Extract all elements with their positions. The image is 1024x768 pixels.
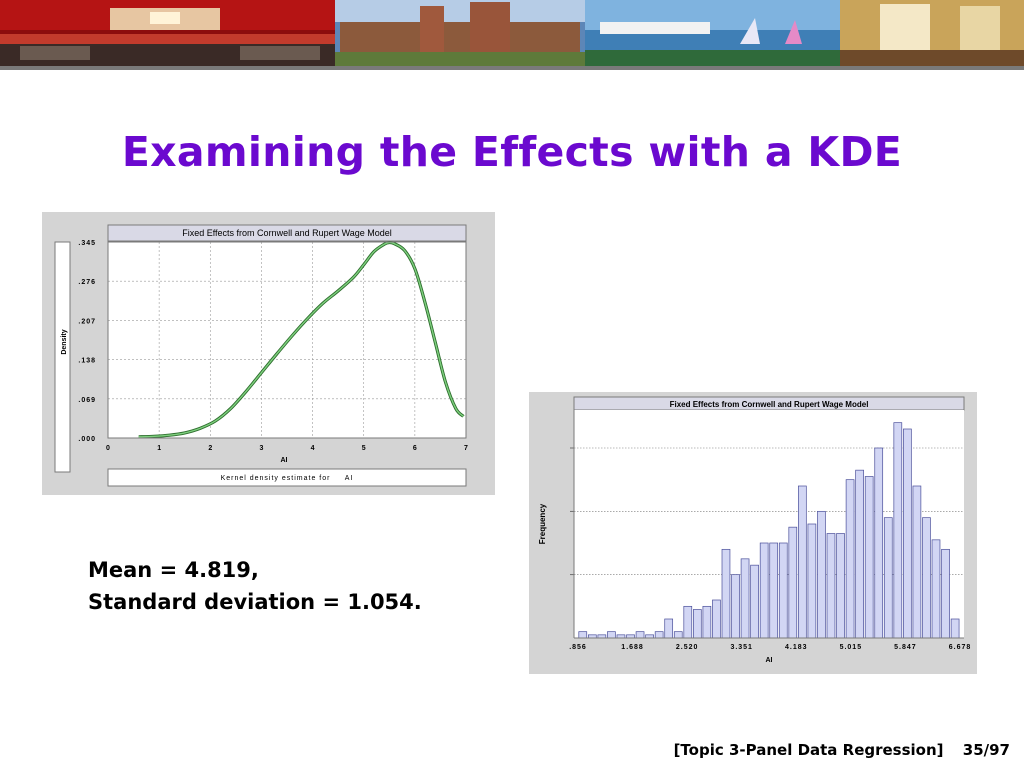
hist-bar: [654, 631, 664, 639]
hist-x-tick-label: 4.183: [785, 644, 808, 651]
hist-x-tick-label: 1.688: [621, 644, 644, 651]
hist-bar: [836, 533, 845, 639]
hist-bar: [693, 609, 702, 639]
banner-underline: [0, 66, 1024, 70]
kde-y-tick-label: .000: [78, 436, 96, 443]
hist-bar: [607, 631, 616, 639]
mean-text: Mean = 4.819,: [88, 558, 259, 582]
hist-bar: [893, 422, 903, 639]
hist-bar: [931, 539, 941, 639]
summary-statistics: Mean = 4.819, Standard deviation = 1.054…: [88, 554, 422, 618]
kde-curve: [138, 241, 464, 438]
hist-x-tick-label: .856: [569, 644, 587, 651]
hist-bar: [664, 618, 674, 639]
hist-bar: [702, 605, 712, 639]
banner-photo-collage: [0, 0, 1024, 66]
kde-xlabel: AI: [281, 457, 288, 464]
hist-title: Fixed Effects from Cornwell and Rupert W…: [670, 400, 869, 409]
std-dev-text: Standard deviation = 1.054.: [88, 590, 422, 614]
kde-y-tick-label: .069: [78, 397, 96, 404]
kde-caption-box: [107, 468, 467, 487]
kde-x-tick-label: 6: [413, 445, 417, 452]
hist-bar: [750, 564, 759, 639]
kde-x-tick-label: 2: [208, 445, 212, 452]
kde-y-ticks: .000 .069 .138 .207 .276 .345: [78, 240, 96, 443]
slide-title: Examining the Effects with a KDE: [121, 128, 903, 176]
hist-x-tick-label: 3.351: [730, 644, 753, 651]
hist-bar: [731, 574, 740, 639]
hist-bar: [807, 523, 817, 639]
hist-bar: [712, 599, 721, 639]
hist-bar: [759, 542, 769, 639]
kde-ylabel: Density: [61, 329, 68, 354]
kde-ylabel-box: [54, 241, 71, 473]
hist-bar: [950, 618, 960, 639]
kde-title-box: [107, 224, 467, 242]
kde-y-tick-label: .345: [78, 240, 96, 247]
hist-x-tick-label: 5.015: [840, 644, 863, 651]
kde-x-tick-label: 3: [259, 445, 263, 452]
hist-bar: [845, 479, 855, 639]
hist-bar: [855, 469, 864, 639]
hist-bar: [778, 542, 788, 639]
hist-bar: [864, 476, 874, 639]
hist-bar: [788, 526, 798, 639]
kde-caption: Kernel density estimate for AI: [221, 475, 354, 482]
hist-bar: [883, 517, 893, 639]
hist-bar: [817, 510, 826, 639]
hist-bar: [912, 485, 922, 639]
kde-x-tick-label: 5: [362, 445, 366, 452]
hist-bar: [673, 631, 683, 639]
kde-x-tick-label: 0: [106, 445, 110, 452]
hist-bar: [769, 542, 779, 639]
kde-plot-frame: [107, 241, 467, 439]
hist-bar: [740, 558, 750, 639]
hist-bar: [922, 517, 931, 639]
hist-bar: [721, 548, 731, 639]
hist-x-ticks: .856 1.688 2.520 3.351 4.183 5.015 5.847 6.678: [569, 644, 972, 651]
hist-bar: [941, 548, 950, 639]
hist-bar: [683, 605, 693, 639]
kde-y-tick-label: .276: [78, 279, 96, 286]
hist-xlabel: AI: [766, 657, 773, 664]
footer-page-number: 35/97: [962, 741, 1010, 759]
kde-x-tick-label: 7: [464, 445, 468, 452]
hist-bar: [798, 485, 807, 639]
hist-x-tick-label: 5.847: [894, 644, 917, 651]
kde-y-tick-label: .207: [78, 318, 96, 325]
hist-ylabel: Frequency: [538, 503, 547, 544]
kde-title: Fixed Effects from Cornwell and Rupert W…: [182, 228, 392, 238]
hist-bar: [874, 447, 884, 639]
kde-x-tick-label: 4: [311, 445, 315, 452]
hist-bar: [635, 631, 645, 639]
kde-y-tick-label: .138: [78, 358, 96, 365]
hist-bar: [826, 533, 836, 639]
hist-bar: [903, 428, 912, 639]
footer-topic: [Topic 3-Panel Data Regression]: [673, 741, 944, 759]
hist-x-tick-label: 2.520: [676, 644, 699, 651]
kde-chart-panel: Density Fixed Effects from Cornwell and …: [42, 212, 495, 495]
histogram-chart-panel: Fixed Effects from Cornwell and Rupert W…: [529, 392, 977, 674]
kde-gridlines: [108, 242, 466, 438]
kde-chart: Density Fixed Effects from Cornwell and …: [42, 212, 495, 495]
histogram-chart: Fixed Effects from Cornwell and Rupert W…: [529, 392, 977, 674]
kde-x-tick-label: 1: [157, 445, 161, 452]
header-banner: [0, 0, 1024, 70]
kde-x-ticks: 0 1 2 3 4 5 6 7: [106, 445, 468, 452]
hist-bar: [578, 631, 588, 639]
hist-x-tick-label: 6.678: [949, 644, 972, 651]
slide-footer: [Topic 3-Panel Data Regression] 35/97: [674, 741, 1010, 759]
